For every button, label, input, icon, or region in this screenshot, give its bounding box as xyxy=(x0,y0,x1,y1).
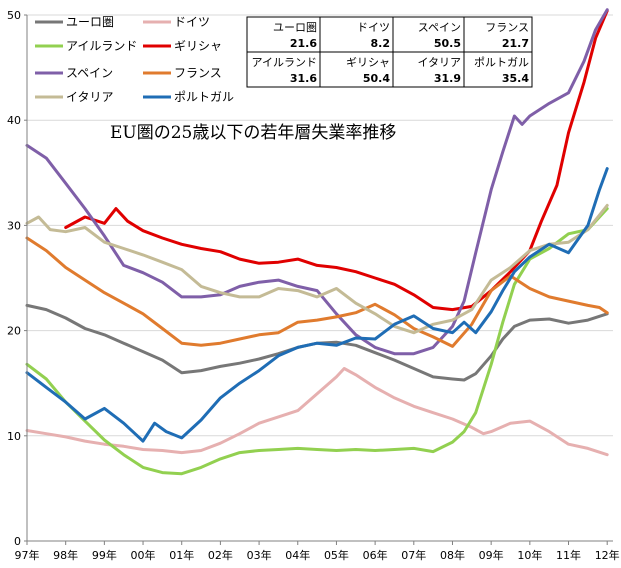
series-line-germany xyxy=(25,367,609,457)
legend-label-euro: ユーロ圏 xyxy=(66,15,114,29)
legend: ユーロ圏 ドイツ アイルランド ギリシャ スペイン フランス イタリア ポルトガ… xyxy=(35,15,234,104)
table-name-ireland: アイルランド xyxy=(252,56,317,69)
series-line-portugal xyxy=(25,167,609,443)
y-tick-label: 20 xyxy=(7,325,21,338)
table-name-italy: イタリア xyxy=(417,56,461,69)
legend-label-portugal: ポルトガル xyxy=(174,90,234,104)
axes xyxy=(26,15,613,542)
table-name-france: フランス xyxy=(485,21,529,34)
x-tick-label: 07年 xyxy=(401,548,426,562)
table-name-euro: ユーロ圏 xyxy=(273,21,317,34)
legend-label-france: フランス xyxy=(174,66,222,80)
table-value-italy: 31.9 xyxy=(434,72,461,85)
legend-label-germany: ドイツ xyxy=(174,15,210,29)
x-tick-label: 97年 xyxy=(15,548,40,562)
legend-label-ireland: アイルランド xyxy=(66,39,137,53)
series-line-greece xyxy=(64,9,609,312)
x-tick-label: 98年 xyxy=(53,548,78,562)
x-tick-label: 12年 xyxy=(595,548,620,562)
x-tick-label: 04年 xyxy=(285,548,310,562)
gridlines xyxy=(27,14,613,437)
x-tick-label: 01年 xyxy=(169,548,194,562)
table-value-ireland: 31.6 xyxy=(290,72,317,85)
table-name-germany: ドイツ xyxy=(357,21,390,34)
x-tick-label: 06年 xyxy=(363,548,388,562)
series-line-italy xyxy=(25,203,609,335)
table-name-spain: スペイン xyxy=(418,21,461,34)
y-tick-label: 30 xyxy=(7,219,21,232)
x-tick-label: 10年 xyxy=(517,548,542,562)
table-value-spain: 50.5 xyxy=(434,37,461,50)
y-tick-label: 10 xyxy=(7,430,21,443)
table-value-france: 21.7 xyxy=(502,37,529,50)
x-tick-labels: 97年 98年 99年 00年 01年 02年 03年 04年 05年 06年 07年 08年 09年 1… xyxy=(15,541,620,562)
x-tick-label: 02年 xyxy=(208,548,233,562)
series-line-euro xyxy=(25,303,609,382)
series-lines xyxy=(25,8,609,476)
series-line-france xyxy=(25,236,609,348)
table-value-greece: 50.4 xyxy=(363,72,390,85)
legend-label-greece: ギリシャ xyxy=(174,39,222,53)
latest-values-table: ユーロ圏 21.6 ドイツ 8.2 スペイン 50.5 フランス 21.7 アイ… xyxy=(246,16,533,88)
x-tick-label: 08年 xyxy=(440,548,465,562)
x-tick-label: 03年 xyxy=(247,548,272,562)
series-line-ireland xyxy=(25,207,609,476)
table-value-portugal: 35.4 xyxy=(502,72,529,85)
x-tick-label: 09年 xyxy=(479,548,504,562)
table-value-germany: 8.2 xyxy=(371,37,391,50)
series-line-spain xyxy=(25,8,609,356)
chart-title: EU圏の25歳以下の若年層失業率推移 xyxy=(110,123,396,143)
y-tick-label: 0 xyxy=(14,535,21,548)
y-tick-labels: 0 10 20 30 40 50 xyxy=(7,9,27,548)
legend-label-spain: スペイン xyxy=(66,66,113,80)
y-tick-label: 50 xyxy=(7,9,21,22)
x-tick-label: 05年 xyxy=(324,548,349,562)
table-name-greece: ギリシャ xyxy=(346,56,390,69)
x-tick-label: 99年 xyxy=(92,548,117,562)
x-tick-label: 11年 xyxy=(556,548,581,562)
legend-label-italy: イタリア xyxy=(66,90,114,104)
y-tick-label: 40 xyxy=(7,114,21,127)
table-value-euro: 21.6 xyxy=(290,37,317,50)
table-name-portugal: ポルトガル xyxy=(474,56,529,69)
x-tick-label: 00年 xyxy=(131,548,156,562)
